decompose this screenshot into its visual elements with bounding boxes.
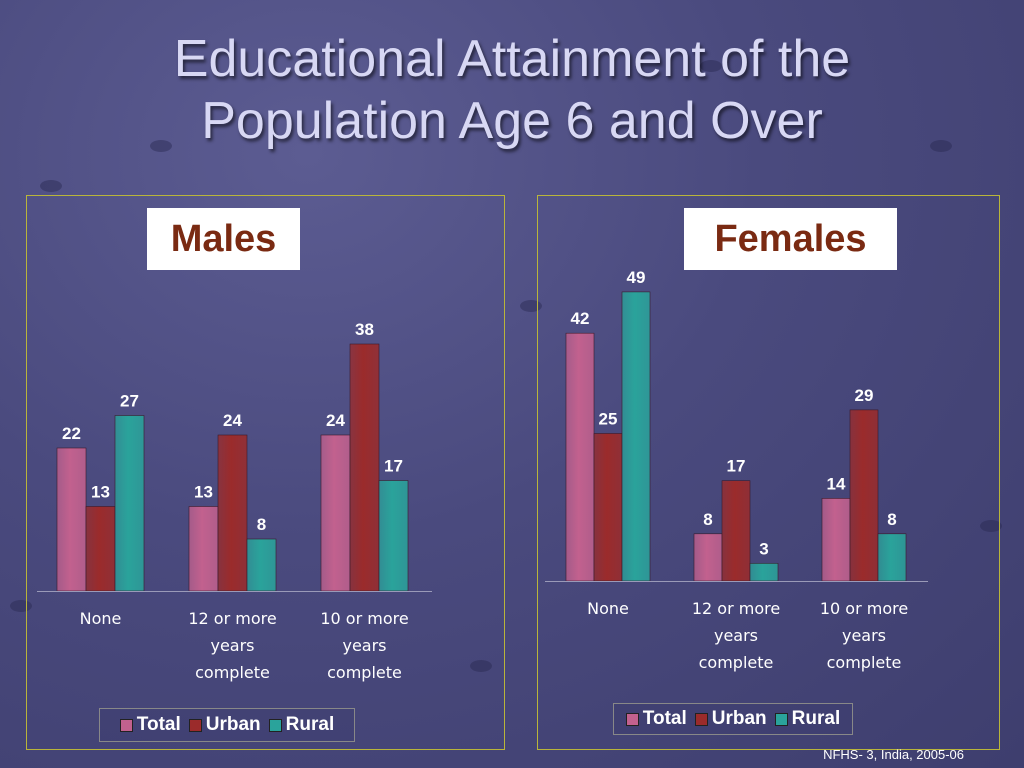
- males-data-label: 24: [223, 411, 242, 430]
- males-legend-label: Total: [136, 714, 181, 735]
- background-dot: [470, 660, 492, 672]
- males-data-label: 17: [384, 457, 403, 476]
- females-legend-item-rural: Rural: [774, 708, 841, 730]
- males-data-label: 13: [91, 483, 110, 502]
- males-legend: Total Urban Rural: [99, 708, 355, 742]
- males-category-label: 12 or more years complete: [188, 609, 276, 682]
- males-legend-item-urban: Urban: [188, 714, 261, 736]
- males-bar-urban: [349, 343, 380, 592]
- slide-title: Educational Attainment of the Population…: [0, 28, 1024, 152]
- males-bar-urban: [217, 434, 248, 592]
- males-data-label: 27: [120, 392, 139, 411]
- males-bar-total: [320, 434, 351, 592]
- males-legend-label: Rural: [285, 714, 335, 735]
- males-category-label: 10 or more years complete: [320, 609, 408, 682]
- background-dot: [980, 520, 1002, 532]
- females-bar-urban: [849, 409, 879, 582]
- source-note: NFHS- 3, India, 2005-06: [823, 747, 964, 762]
- females-bar-urban: [721, 480, 751, 582]
- females-data-label: 49: [627, 268, 646, 287]
- males-chart: 22 13 27 None 13 24 8 12 or more years complete 24…: [37, 320, 432, 682]
- males-legend-item-rural: Rural: [268, 714, 335, 736]
- males-legend-swatch: [119, 718, 133, 732]
- background-dot: [930, 140, 952, 152]
- males-chart-panel: 22 13 27 None 13 24 8 12 or more years complete 24…: [26, 195, 505, 750]
- males-bar-rural: [246, 538, 277, 592]
- males-bar-rural: [114, 415, 145, 592]
- males-bar-rural: [378, 480, 409, 592]
- background-dot: [520, 300, 542, 312]
- males-bar-total: [56, 447, 87, 592]
- males-data-label: 24: [326, 411, 345, 430]
- females-legend-swatch: [625, 712, 639, 726]
- females-legend-label: Urban: [711, 708, 767, 729]
- males-bar-urban: [85, 506, 116, 592]
- slide-title-line1: Educational Attainment of the: [173, 30, 851, 88]
- males-chart-title: Males: [147, 208, 300, 270]
- females-chart: 42 25 49 None 8 17 3 12 or more years complete 14 2…: [545, 268, 928, 672]
- females-category-label: None: [587, 599, 629, 618]
- females-legend-label: Rural: [791, 708, 841, 729]
- males-legend-swatch: [268, 718, 282, 732]
- males-legend-item-total: Total: [119, 714, 181, 736]
- females-data-label: 14: [827, 474, 846, 493]
- females-chart-title: Females: [684, 208, 897, 270]
- females-bar-total: [821, 498, 851, 582]
- females-bar-total: [693, 533, 723, 582]
- females-data-label: 17: [727, 457, 746, 476]
- females-legend-item-total: Total: [625, 708, 687, 730]
- background-dot: [150, 140, 172, 152]
- slide-title-line2: Population Age 6 and Over: [201, 92, 823, 150]
- males-data-label: 13: [194, 483, 213, 502]
- females-bar-urban: [593, 433, 623, 582]
- females-bar-rural: [621, 291, 651, 582]
- females-legend-swatch: [774, 712, 788, 726]
- females-data-label: 25: [599, 410, 618, 429]
- females-legend-swatch: [694, 712, 708, 726]
- females-legend: Total Urban Rural: [613, 703, 853, 735]
- background-dot: [40, 180, 62, 192]
- females-bar-rural: [877, 533, 907, 582]
- males-data-label: 22: [62, 424, 81, 443]
- males-category-label: None: [80, 609, 122, 628]
- males-data-label: 8: [257, 515, 266, 534]
- females-legend-item-urban: Urban: [694, 708, 767, 730]
- females-legend-label: Total: [642, 708, 687, 729]
- females-data-label: 8: [887, 510, 896, 529]
- males-legend-swatch: [188, 718, 202, 732]
- males-legend-label: Urban: [205, 714, 261, 735]
- females-bar-total: [565, 332, 595, 582]
- females-category-label: 12 or more years complete: [692, 599, 780, 672]
- background-dot: [700, 60, 722, 72]
- females-data-label: 3: [759, 539, 768, 558]
- females-data-label: 29: [855, 386, 874, 405]
- females-data-label: 8: [703, 510, 712, 529]
- females-chart-panel: 42 25 49 None 8 17 3 12 or more years complete 14 2…: [537, 195, 1000, 750]
- females-bar-rural: [749, 562, 779, 582]
- males-bar-total: [188, 506, 219, 592]
- females-data-label: 42: [571, 309, 590, 328]
- females-category-label: 10 or more years complete: [820, 599, 908, 672]
- males-data-label: 38: [355, 320, 374, 339]
